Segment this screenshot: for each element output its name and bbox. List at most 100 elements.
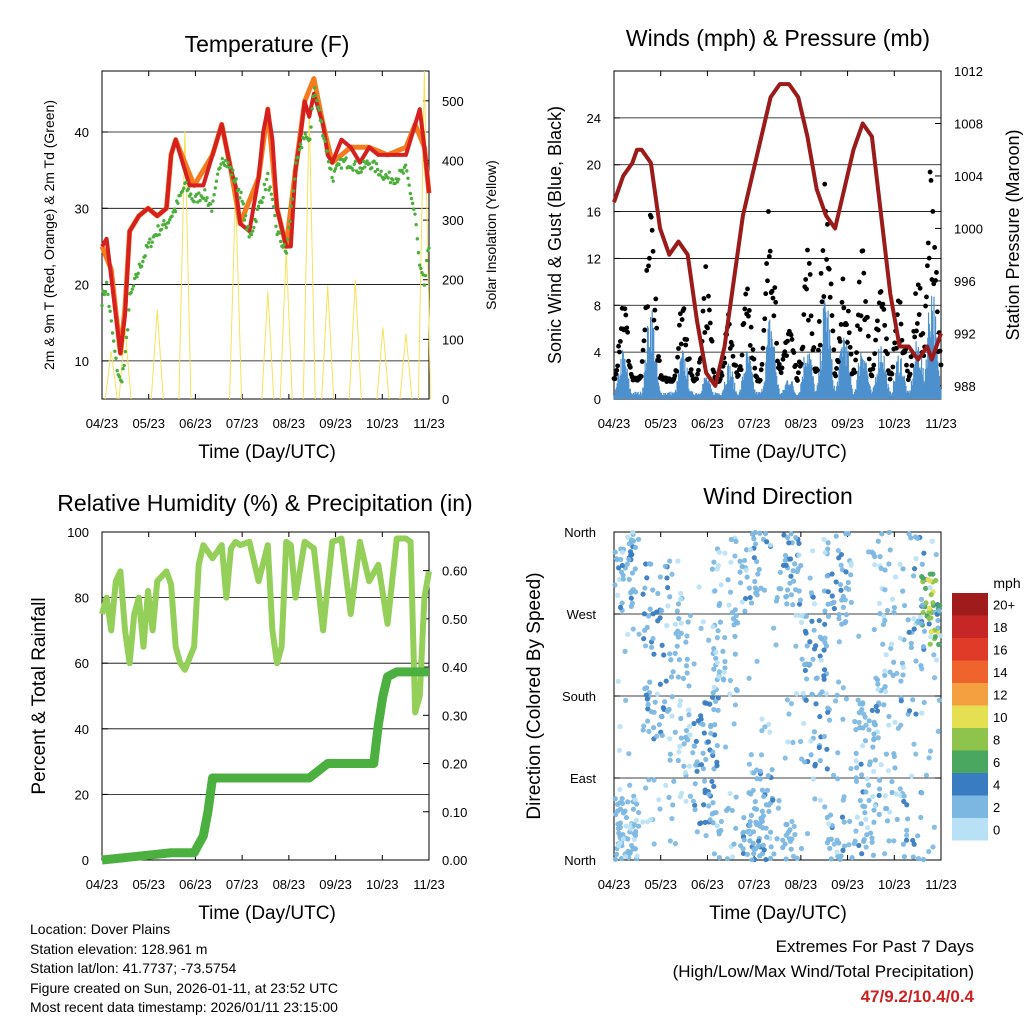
- wind-direction-point: [622, 648, 628, 654]
- dewpoint-point: [291, 189, 296, 193]
- dewpoint-point: [106, 292, 110, 297]
- wind-direction-point: [675, 674, 681, 680]
- wind-direction-point: [711, 706, 717, 713]
- wind-direction-point: [676, 657, 683, 663]
- wind-direction-point: [919, 574, 925, 580]
- wind-direction-point: [765, 772, 771, 779]
- temperature-ytick-right-label: 500: [442, 94, 464, 109]
- wind-direction-point: [797, 738, 804, 745]
- wind-direction-point: [620, 831, 626, 838]
- gust-point: [788, 332, 794, 338]
- dewpoint-point: [192, 200, 196, 204]
- wind-direction-point: [804, 831, 811, 837]
- wind-direction-point: [662, 699, 668, 705]
- wind-direction-point: [913, 658, 919, 664]
- dewpoint-point: [359, 170, 363, 174]
- wind-direction-point: [740, 850, 746, 857]
- wind-direction-point: [817, 691, 823, 698]
- wind-direction-point: [864, 776, 870, 782]
- colorbar-swatch: [952, 615, 988, 638]
- wind-direction-point: [789, 818, 795, 825]
- dewpoint-point: [129, 290, 133, 295]
- dewpoint-point: [110, 331, 115, 335]
- wind-direction-point: [759, 728, 765, 734]
- gust-point: [825, 221, 830, 227]
- wind-direction-point: [906, 708, 913, 714]
- wind-direction-point: [631, 822, 638, 828]
- wind-direction-point: [664, 708, 671, 714]
- wind-direction-point: [684, 670, 690, 676]
- wind-direction-point: [864, 824, 871, 831]
- wind-direction-point: [710, 800, 716, 806]
- wind-direction-point: [788, 592, 794, 598]
- gust-point: [722, 360, 728, 366]
- wind-direction-point: [822, 621, 828, 627]
- gust-point: [703, 264, 709, 269]
- wind-direction-point: [616, 747, 623, 753]
- gust-point: [613, 371, 619, 377]
- gust-point: [882, 322, 888, 328]
- gust-point: [897, 299, 903, 305]
- wind-direction-point: [691, 661, 697, 667]
- wind-direction-point: [883, 652, 889, 658]
- colorbar-label: 20+: [993, 597, 1015, 612]
- wind-direction-point: [691, 720, 697, 727]
- gust-point: [876, 300, 882, 306]
- wind-direction-point: [669, 713, 675, 719]
- humidity-xtick-label: 11/23: [413, 877, 445, 892]
- wind-direction-point: [871, 626, 877, 633]
- direction-ytick-label: East: [570, 771, 596, 786]
- wind-direction-point: [926, 755, 932, 761]
- wind-direction-point: [711, 783, 717, 790]
- gust-point: [928, 177, 934, 183]
- wind-direction-point: [903, 837, 910, 843]
- dewpoint-point: [184, 180, 188, 185]
- dewpoint-point: [231, 168, 235, 173]
- direction-xtick-label: 10/23: [878, 877, 911, 892]
- wind-direction-point: [659, 642, 665, 648]
- wind-direction-point: [872, 803, 878, 809]
- dewpoint-point: [178, 193, 182, 198]
- wind-direction-point: [809, 618, 815, 624]
- wind-direction-point: [905, 617, 911, 623]
- wind-direction-point: [911, 626, 917, 632]
- wind-direction-point: [886, 529, 892, 535]
- wind-direction-point: [667, 751, 673, 757]
- wind-direction-point: [900, 672, 906, 678]
- gust-point: [807, 272, 813, 277]
- relative-humidity-line: [99, 535, 432, 716]
- wind-direction-point: [836, 639, 842, 645]
- wind-direction-point: [821, 733, 828, 740]
- extremes-subtitle: (High/Low/Max Wind/Total Precipitation): [672, 962, 974, 981]
- wind-direction-point: [682, 769, 689, 776]
- gust-point: [934, 270, 939, 275]
- wind-direction-point: [712, 722, 718, 728]
- humidity-ytick-right-label: 0.60: [442, 564, 467, 579]
- wind-direction-point: [921, 628, 928, 634]
- wind-direction-point: [687, 732, 693, 738]
- wind-direction-point: [862, 714, 868, 720]
- dewpoint-point: [266, 171, 270, 176]
- wind-direction-point: [877, 554, 883, 560]
- wind-direction-point: [862, 738, 869, 744]
- wind-direction-point: [931, 824, 937, 830]
- wind-direction-point: [895, 725, 901, 731]
- gust-point: [759, 361, 765, 367]
- gust-point: [927, 169, 933, 175]
- wind-direction-point: [836, 679, 842, 685]
- wind-direction-point: [755, 843, 761, 849]
- wind-direction-point: [656, 797, 662, 803]
- winds-ylabel: Sonic Wind & Gust (Blue, Black): [545, 106, 565, 364]
- wind-direction-point: [766, 808, 772, 815]
- wind-direction-point: [741, 557, 748, 564]
- wind-direction-point: [709, 694, 716, 701]
- wind-direction-point: [747, 819, 753, 825]
- wind-direction-point: [686, 763, 692, 769]
- wind-direction-point: [809, 691, 815, 697]
- wind-direction-point: [787, 556, 794, 562]
- temperature-ytick-right-label: 300: [442, 213, 464, 228]
- gust-point: [817, 342, 823, 348]
- gust-point: [844, 322, 849, 328]
- wind-direction-point: [911, 741, 917, 747]
- wind-direction-point: [926, 848, 932, 855]
